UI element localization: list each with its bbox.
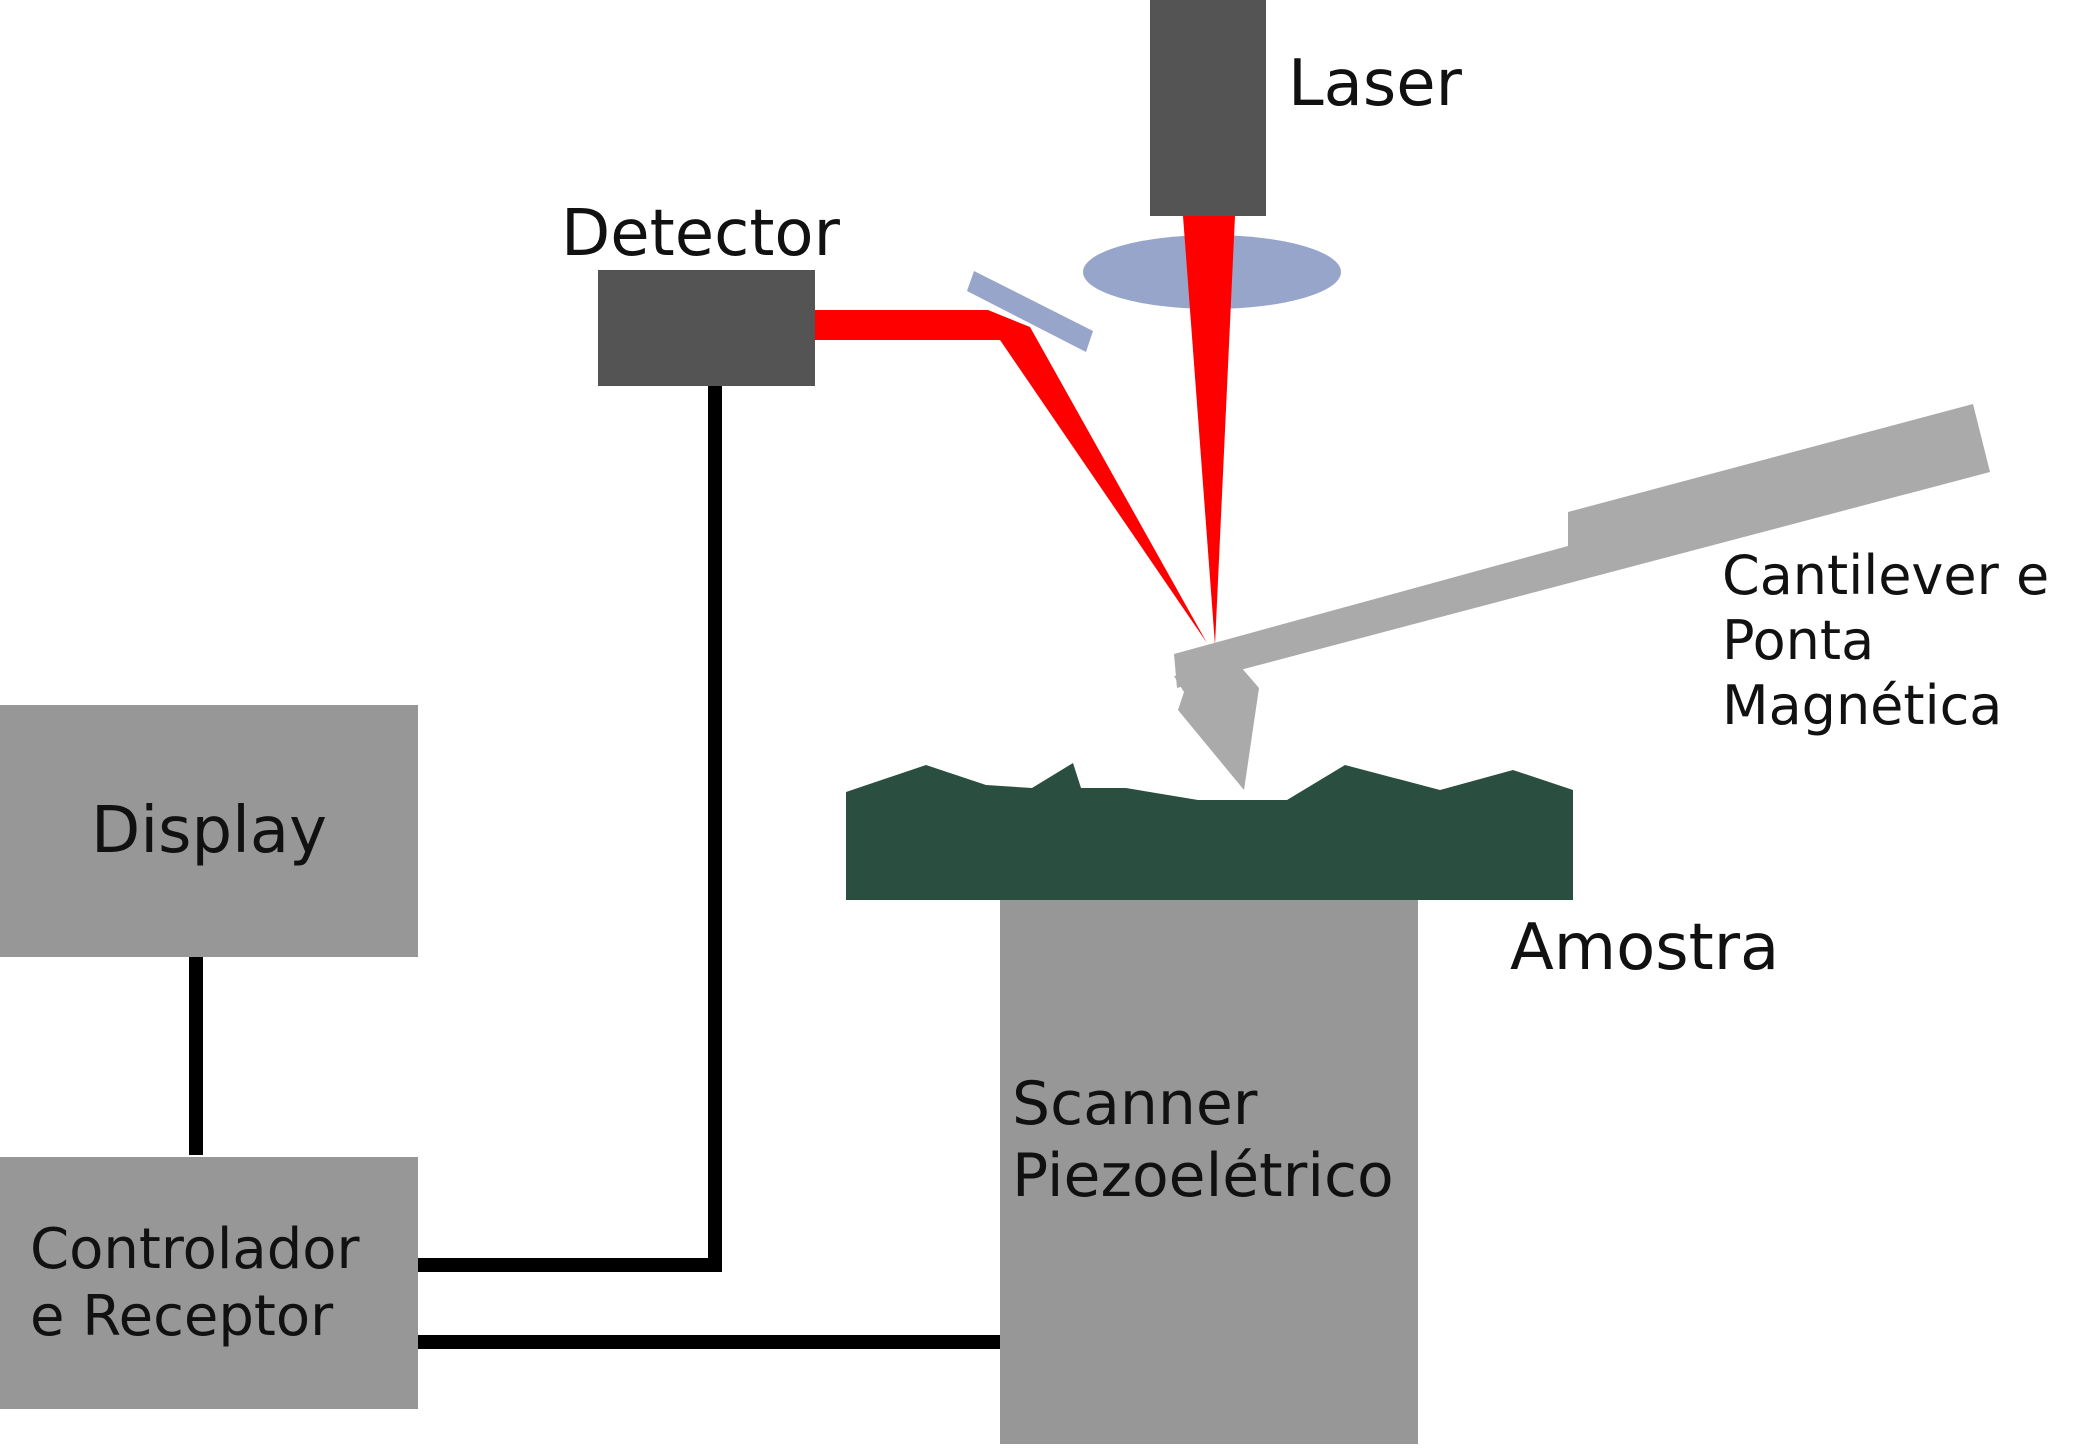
scanner-block [1000,895,1418,1444]
display-box [0,705,418,957]
display-label-area: Display [0,705,418,957]
cantilever-label-line3: Magnética [1722,673,2003,737]
cantilever-label: Cantilever e Ponta Magnética [1722,544,2049,738]
wire-detector-controller [415,385,722,1272]
controller-label: Controlador e Receptor [30,1216,360,1350]
controller-label-line1: Controlador [30,1217,360,1282]
cantilever-label-line2: Ponta [1722,608,1875,672]
scanner-label: Scanner Piezoelétrico [1012,1068,1394,1212]
cantilever-label-line1: Cantilever e [1722,544,2050,607]
magnetic-tip [1174,666,1259,790]
wires [189,385,1000,1349]
scanner-label-line2: Piezoelétrico [1012,1141,1394,1211]
deflection-mirror [967,271,1093,352]
cantilever-arm [1174,404,1990,688]
sample-label: Amostra [1510,911,1780,985]
scanner-label-line1: Scanner [1012,1069,1258,1139]
laser-label: Laser [1288,47,1462,121]
sample-surface [846,763,1573,900]
laser-housing [1150,0,1266,216]
incident-laser-beam [1183,216,1235,645]
detector-block [598,270,815,386]
detector-label: Detector [561,197,840,271]
reflected-laser-beam [815,310,1207,643]
controller-box [0,1157,418,1409]
controller-label-line2: e Receptor [30,1284,334,1350]
display-label: Display [91,794,327,868]
